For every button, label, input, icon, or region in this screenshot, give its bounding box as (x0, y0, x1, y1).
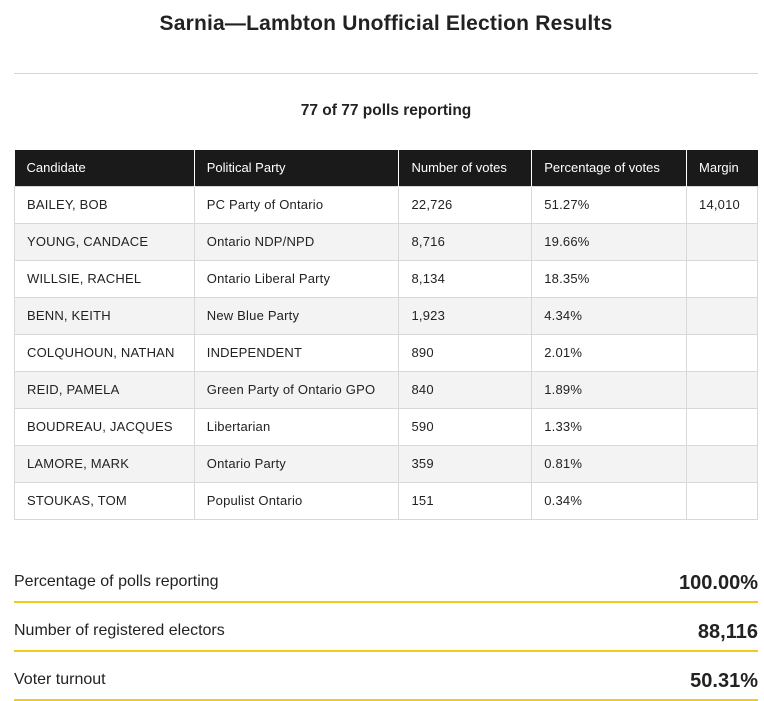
table-row: LAMORE, MARK Ontario Party 359 0.81% (14, 444, 758, 483)
table-row: STOUKAS, TOM Populist Ontario 151 0.34% (14, 481, 758, 520)
percentage-cell: 0.34% (531, 481, 688, 520)
percentage-cell: 4.34% (531, 296, 688, 335)
votes-cell: 359 (398, 444, 533, 483)
candidate-cell: WILLSIE, RACHEL (14, 259, 195, 298)
summary-value: 100.00% (679, 572, 758, 594)
votes-cell: 22,726 (398, 185, 533, 224)
party-cell: Libertarian (193, 407, 400, 446)
summary-value: 88,116 (697, 621, 758, 643)
summary-row: Number of registered electors 88,116 (14, 603, 758, 652)
votes-cell: 151 (398, 481, 533, 520)
summary-value: 50.31% (690, 670, 758, 692)
summary-label: Percentage of polls reporting (14, 573, 219, 590)
votes-cell: 590 (398, 407, 533, 446)
party-cell: Ontario Liberal Party (193, 259, 400, 298)
candidate-cell: BENN, KEITH (14, 296, 195, 335)
table-row: BOUDREAU, JACQUES Libertarian 590 1.33% (14, 407, 758, 446)
margin-cell (686, 333, 758, 372)
table-row: YOUNG, CANDACE Ontario NDP/NPD 8,716 19.66% (14, 222, 758, 261)
candidate-cell: BAILEY, BOB (14, 185, 195, 224)
percentage-cell: 18.35% (531, 259, 688, 298)
party-cell: Ontario Party (193, 444, 400, 483)
table-row: WILLSIE, RACHEL Ontario Liberal Party 8,13… (14, 259, 758, 298)
percentage-cell: 0.81% (531, 444, 688, 483)
summary-section: Percentage of polls reporting 100.00% Numb… (14, 554, 758, 701)
margin-cell (686, 444, 758, 483)
votes-cell: 8,134 (398, 259, 533, 298)
candidate-cell: BOUDREAU, JACQUES (14, 407, 195, 446)
margin-cell: 14,010 (686, 185, 758, 224)
summary-label: Number of registered electors (14, 622, 225, 639)
header-margin: Margin (686, 150, 758, 186)
votes-cell: 890 (398, 333, 533, 372)
divider (14, 73, 758, 74)
candidate-cell: REID, PAMELA (14, 370, 195, 409)
percentage-cell: 1.89% (531, 370, 688, 409)
page-title: Sarnia—Lambton Unofficial Election Resul… (159, 12, 613, 35)
party-cell: PC Party of Ontario (193, 185, 400, 224)
margin-cell (686, 407, 758, 446)
votes-cell: 1,923 (398, 296, 533, 335)
header-percentage-of-votes: Percentage of votes (531, 150, 688, 186)
summary-row: Voter turnout 50.31% (14, 652, 758, 701)
percentage-cell: 51.27% (531, 185, 688, 224)
margin-cell (686, 481, 758, 520)
polls-reporting: 77 of 77 polls reporting (300, 102, 472, 119)
table-row: COLQUHOUN, NATHAN INDEPENDENT 890 2.01% (14, 333, 758, 372)
table-row: BENN, KEITH New Blue Party 1,923 4.34% (14, 296, 758, 335)
party-cell: Populist Ontario (193, 481, 400, 520)
party-cell: New Blue Party (193, 296, 400, 335)
party-cell: INDEPENDENT (193, 333, 400, 372)
party-cell: Ontario NDP/NPD (193, 222, 400, 261)
percentage-cell: 19.66% (531, 222, 688, 261)
results-table: Candidate Political Party Number of vote… (14, 150, 758, 520)
header-number-of-votes: Number of votes (398, 150, 533, 186)
candidate-cell: STOUKAS, TOM (14, 481, 195, 520)
table-row: REID, PAMELA Green Party of Ontario GPO 84… (14, 370, 758, 409)
margin-cell (686, 222, 758, 261)
summary-label: Voter turnout (14, 671, 106, 688)
table-header-row: Candidate Political Party Number of vote… (14, 150, 758, 186)
percentage-cell: 2.01% (531, 333, 688, 372)
percentage-cell: 1.33% (531, 407, 688, 446)
candidate-cell: LAMORE, MARK (14, 444, 195, 483)
margin-cell (686, 296, 758, 335)
party-cell: Green Party of Ontario GPO (193, 370, 400, 409)
margin-cell (686, 259, 758, 298)
table-row: BAILEY, BOB PC Party of Ontario 22,726 51.2… (14, 185, 758, 224)
summary-row: Percentage of polls reporting 100.00% (14, 554, 758, 603)
margin-cell (686, 370, 758, 409)
votes-cell: 8,716 (398, 222, 533, 261)
candidate-cell: YOUNG, CANDACE (14, 222, 195, 261)
header-political-party: Political Party (194, 150, 400, 186)
header-candidate: Candidate (14, 150, 195, 186)
candidate-cell: COLQUHOUN, NATHAN (14, 333, 195, 372)
votes-cell: 840 (398, 370, 533, 409)
